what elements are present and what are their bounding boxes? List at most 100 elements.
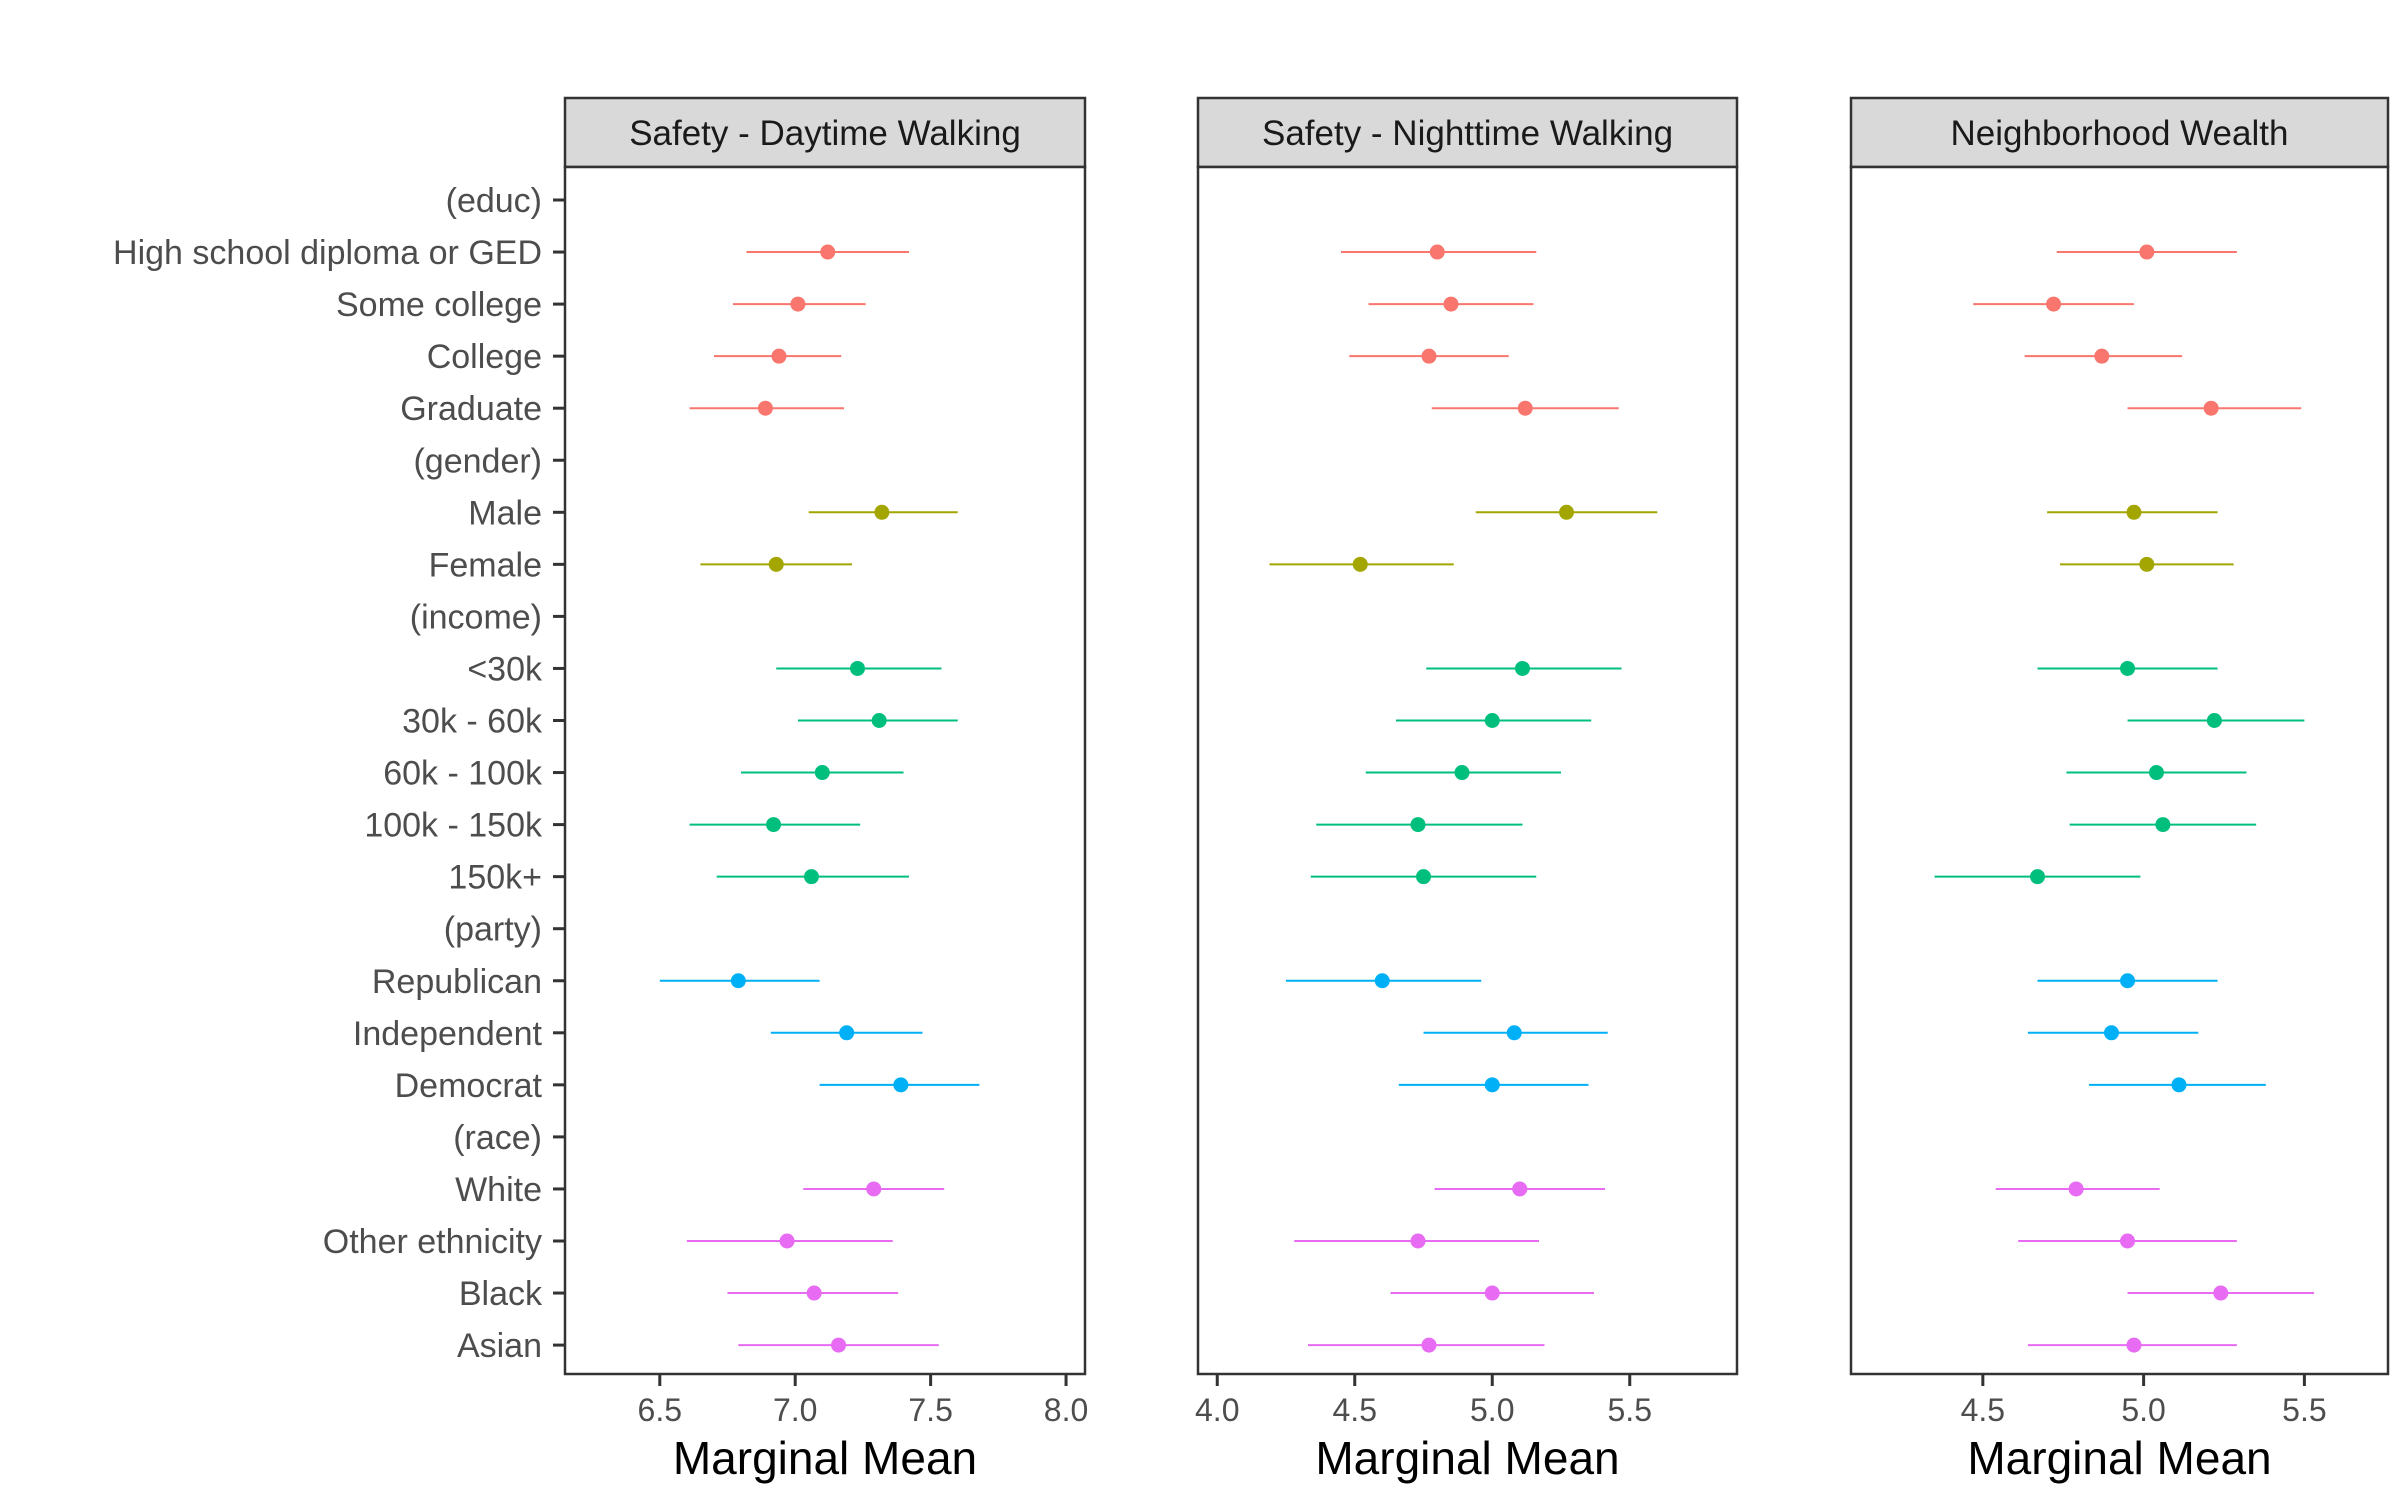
y-tick-label-asian: Asian	[457, 1327, 542, 1365]
panel-neighborhood-wealth-strip	[1849, 96, 2390, 169]
panel-safety-daytime-walking-x-tick-label-7-5: 7.5	[908, 1392, 952, 1428]
panel-neighborhood-wealth-female-point	[2139, 556, 2155, 572]
y-tick-label-some-college: Some college	[336, 286, 542, 324]
panel-safety-daytime-walking-x-tick-label-8-0: 8.0	[1044, 1392, 1088, 1428]
panel-safety-daytime-walking-strip	[563, 96, 1087, 169]
panel-safety-daytime-walking-60k-100k-point	[814, 765, 830, 781]
y-tick-label-150k: 150k+	[448, 859, 542, 897]
y-tick-label-black: Black	[459, 1275, 543, 1313]
y-tick-label-party: (party)	[444, 911, 542, 949]
panel-neighborhood-wealth-strip-title: Neighborhood Wealth	[1951, 114, 2289, 153]
panel-safety-nighttime-walking-x-tick-label-4-5: 4.5	[1333, 1392, 1377, 1428]
y-tick-label-educ: (educ)	[446, 182, 542, 220]
panel-safety-nighttime-walking-black-point	[1484, 1285, 1500, 1301]
y-tick-label-high-school-diploma-or-ged: High school diploma or GED	[113, 234, 542, 272]
panel-safety-nighttime-walking-republican-point	[1374, 973, 1390, 989]
panel-safety-nighttime-walking-x-tick-label-4-0: 4.0	[1195, 1392, 1239, 1428]
panel-safety-daytime-walking-male-point	[874, 504, 890, 520]
panel-neighborhood-wealth-other-ethnicity-point	[2120, 1233, 2136, 1249]
panel-safety-daytime-walking-independent-point	[839, 1025, 855, 1041]
y-tick-label-30k-60k: 30k - 60k	[402, 703, 543, 741]
panel-safety-nighttime-walking-60k-100k-point	[1454, 765, 1470, 781]
panel-safety-nighttime-walking-high-school-diploma-or-ged-point	[1429, 244, 1445, 260]
panel-neighborhood-wealth-x-tick-label-5-5: 5.5	[2282, 1392, 2326, 1428]
panel-safety-daytime-walking-some-college-point	[790, 296, 806, 312]
panel-safety-nighttime-walking-100k-150k-point	[1410, 817, 1426, 833]
panel-safety-daytime-walking-x-tick-label-6-5: 6.5	[638, 1392, 682, 1428]
panel-neighborhood-wealth-x-tick-label-4-5: 4.5	[1961, 1392, 2005, 1428]
panel-safety-daytime-walking-republican-point	[730, 973, 746, 989]
panel-neighborhood-wealth-100k-150k-point	[2155, 817, 2171, 833]
panel-safety-nighttime-walking-30k-point	[1515, 660, 1530, 676]
panel-safety-daytime-walking-x-tick-label-7-0: 7.0	[773, 1392, 817, 1428]
panel-neighborhood-wealth-border	[1849, 165, 2390, 1376]
panel-safety-nighttime-walking-some-college-point	[1443, 296, 1459, 312]
y-tick-label-race: (race)	[453, 1119, 542, 1157]
panel-safety-daytime-walking-graduate-point	[757, 400, 773, 416]
panel-safety-nighttime-walking-asian-point	[1421, 1337, 1437, 1353]
y-tick-label-30k: <30k	[467, 650, 543, 688]
y-tick-label-independent: Independent	[353, 1015, 543, 1053]
panel-neighborhood-wealth-150k-point	[2030, 869, 2046, 885]
panel-safety-daytime-walking-strip-title: Safety - Daytime Walking	[629, 114, 1021, 153]
panel-neighborhood-wealth-30k-point	[2120, 660, 2136, 676]
panel-safety-nighttime-walking-x-tick-label-5-5: 5.5	[1608, 1392, 1652, 1428]
panel-safety-nighttime-walking-strip	[1196, 96, 1739, 169]
y-tick-label-60k-100k: 60k - 100k	[383, 755, 543, 793]
panel-safety-nighttime-walking-independent-point	[1506, 1025, 1522, 1041]
y-tick-label-male: Male	[468, 494, 542, 532]
panel-safety-nighttime-walking-female-point	[1352, 556, 1368, 572]
panel-safety-nighttime-walking-democrat-point	[1484, 1077, 1500, 1093]
y-tick-label-republican: Republican	[372, 963, 542, 1001]
panel-safety-daytime-walking-100k-150k-point	[766, 817, 782, 833]
y-tick-label-graduate: Graduate	[400, 390, 542, 428]
panel-safety-daytime-walking-150k-point	[803, 869, 819, 885]
panel-safety-daytime-walking-x-axis-title: Marginal Mean	[673, 1432, 977, 1484]
panel-safety-daytime-walking-other-ethnicity-point	[779, 1233, 795, 1249]
panel-safety-daytime-walking-high-school-diploma-or-ged-point	[820, 244, 836, 260]
panel-neighborhood-wealth-republican-point	[2120, 973, 2136, 989]
panel-safety-nighttime-walking-30k-60k-point	[1484, 713, 1500, 728]
y-tick-label-white: White	[455, 1171, 542, 1209]
panel-safety-nighttime-walking-graduate-point	[1517, 400, 1533, 416]
panel-safety-nighttime-walking-male-point	[1559, 504, 1574, 520]
y-tick-label-democrat: Democrat	[395, 1067, 543, 1105]
panel-neighborhood-wealth-college-point	[2094, 348, 2110, 364]
panel-neighborhood-wealth-some-college-point	[2046, 296, 2062, 312]
panel-safety-nighttime-walking-white-point	[1512, 1181, 1528, 1197]
panel-safety-nighttime-walking-strip-title: Safety - Nighttime Walking	[1262, 114, 1673, 153]
panel-safety-daytime-walking-democrat-point	[893, 1077, 909, 1093]
panel-safety-daytime-walking-black-point	[806, 1285, 822, 1301]
panel-safety-nighttime-walking-college-point	[1421, 348, 1437, 364]
panel-neighborhood-wealth-independent-point	[2103, 1025, 2119, 1041]
panel-safety-nighttime-walking-x-axis-title: Marginal Mean	[1315, 1432, 1619, 1484]
panel-safety-daytime-walking-30k-point	[850, 660, 865, 676]
y-tick-label-college: College	[427, 338, 542, 376]
panel-neighborhood-wealth-white-point	[2068, 1181, 2084, 1197]
panel-neighborhood-wealth-x-axis-title: Marginal Mean	[1967, 1432, 2271, 1484]
panel-safety-nighttime-walking-other-ethnicity-point	[1410, 1233, 1426, 1249]
panel-safety-daytime-walking-30k-60k-point	[871, 713, 887, 728]
panel-safety-nighttime-walking-150k-point	[1416, 869, 1431, 885]
panel-neighborhood-wealth-30k-60k-point	[2206, 713, 2222, 728]
panel-neighborhood-wealth-graduate-point	[2203, 400, 2219, 416]
panel-safety-daytime-walking-white-point	[866, 1181, 882, 1197]
panel-neighborhood-wealth-asian-point	[2126, 1337, 2142, 1353]
panel-neighborhood-wealth-male-point	[2126, 504, 2142, 520]
panel-safety-daytime-walking-college-point	[771, 348, 787, 364]
panel-safety-daytime-walking-female-point	[768, 556, 784, 572]
panel-neighborhood-wealth-democrat-point	[2171, 1077, 2187, 1093]
y-tick-label-100k-150k: 100k - 150k	[364, 807, 543, 845]
panel-safety-daytime-walking-asian-point	[831, 1337, 847, 1353]
y-tick-label-gender: (gender)	[413, 442, 542, 480]
y-tick-label-other-ethnicity: Other ethnicity	[323, 1223, 542, 1261]
panel-safety-nighttime-walking-x-tick-label-5-0: 5.0	[1470, 1392, 1514, 1428]
panel-neighborhood-wealth-high-school-diploma-or-ged-point	[2139, 244, 2155, 260]
y-tick-label-income: (income)	[410, 598, 542, 636]
y-tick-label-female: Female	[429, 546, 542, 584]
panel-neighborhood-wealth-black-point	[2213, 1285, 2229, 1301]
panel-neighborhood-wealth-x-tick-label-5-0: 5.0	[2121, 1392, 2165, 1428]
panel-neighborhood-wealth-60k-100k-point	[2148, 765, 2164, 781]
